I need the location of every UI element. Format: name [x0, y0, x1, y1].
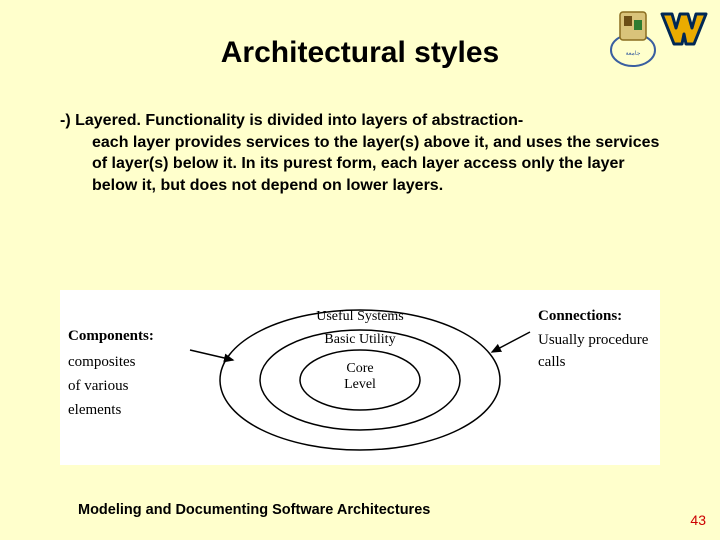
body-rest: each layer provides services to the laye… [92, 132, 660, 197]
arrow-right [492, 332, 530, 352]
ring-label-middle: Basic Utility [324, 332, 395, 347]
ring-label-inner-top: Core [346, 361, 373, 376]
body-paragraph: -) Layered. Functionality is divided int… [60, 110, 660, 196]
page-number: 43 [690, 512, 706, 528]
right-line-1: Usually procedure [538, 332, 649, 348]
footer-text: Modeling and Documenting Software Archit… [78, 502, 430, 518]
ring-label-outer: Useful Systems [316, 309, 404, 324]
layered-diagram: Useful Systems Basic Utility Core Level … [60, 290, 660, 465]
slide-title: Architectural styles [0, 36, 720, 70]
left-line-3: elements [68, 402, 121, 418]
right-heading: Connections: [538, 308, 622, 324]
layered-diagram-svg: Useful Systems Basic Utility Core Level … [60, 290, 660, 465]
right-line-2: calls [538, 354, 566, 370]
left-heading: Components: [68, 328, 154, 344]
left-line-1: composites [68, 354, 136, 370]
left-line-2: of various [68, 378, 129, 394]
body-lead: -) Layered. Functionality is divided int… [60, 112, 523, 129]
slide: جامعة Architectural styles -) Layered. F… [0, 0, 720, 540]
arrow-left [190, 350, 233, 360]
ring-label-inner-bottom: Level [344, 377, 376, 392]
